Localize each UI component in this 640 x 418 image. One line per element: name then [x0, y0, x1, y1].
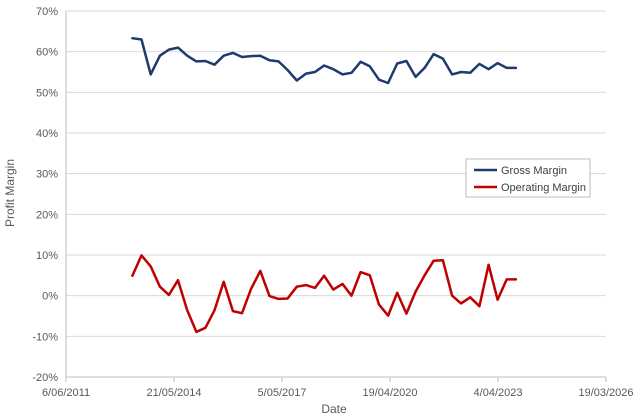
operating-margin-line: [131, 254, 518, 334]
y-tick-label: 0%: [42, 291, 58, 303]
legend-box: [465, 158, 591, 198]
legend-label-operating-margin: Operating Margin: [501, 182, 586, 194]
y-tick-label: 70%: [36, 6, 58, 18]
y-tick-label: -10%: [32, 331, 58, 343]
y-tick-label: 20%: [36, 209, 58, 221]
y-tick-label: 30%: [36, 169, 58, 181]
x-tick-label: 6/06/2011: [42, 387, 90, 399]
y-tick-label: 50%: [36, 87, 58, 99]
y-tick-label: 60%: [36, 47, 58, 59]
axes: [65, 11, 607, 382]
x-axis-title: Date: [321, 402, 347, 416]
y-tick-labels: -20% -10% 0% 10% 20% 30% 40% 50% 60% 70%: [32, 6, 58, 384]
x-tick-label: 19/04/2020: [362, 387, 417, 399]
x-tick-label: 5/05/2017: [258, 387, 307, 399]
y-tick-label: -20%: [32, 372, 58, 384]
legend: Gross Margin Operating Margin: [465, 158, 591, 198]
y-axis-title: Profit Margin: [3, 159, 17, 227]
series-lines: [131, 36, 518, 334]
x-tick-label: 21/05/2014: [146, 387, 201, 399]
x-tick-labels: 6/06/2011 21/05/2014 5/05/2017 19/04/2020 4/…: [42, 387, 634, 399]
x-tick-label: 4/04/2023: [474, 387, 523, 399]
gross-margin-line: [131, 36, 518, 85]
y-tick-label: 40%: [36, 128, 58, 140]
y-tick-label: 10%: [36, 250, 58, 262]
legend-label-gross-margin: Gross Margin: [501, 165, 567, 177]
x-tick-label: 19/03/2026: [578, 387, 633, 399]
gridlines: [66, 10, 606, 337]
